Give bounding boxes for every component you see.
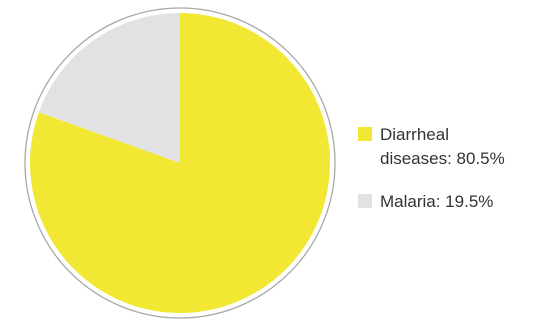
legend-label-0-line-0: Diarrheal xyxy=(380,125,449,144)
pie-slices xyxy=(29,13,331,313)
pie-slice-malaria xyxy=(38,13,180,163)
legend-label-1-line-0: Malaria: 19.5% xyxy=(380,192,493,211)
pie-outer-ring xyxy=(24,7,336,319)
legend-swatch-1 xyxy=(358,194,372,208)
legend-label-0-line-1: diseases: 80.5% xyxy=(380,149,505,168)
legend: Diarrheal diseases: 80.5% Malaria: 19.5% xyxy=(358,125,505,211)
legend-swatch-0 xyxy=(358,127,372,141)
